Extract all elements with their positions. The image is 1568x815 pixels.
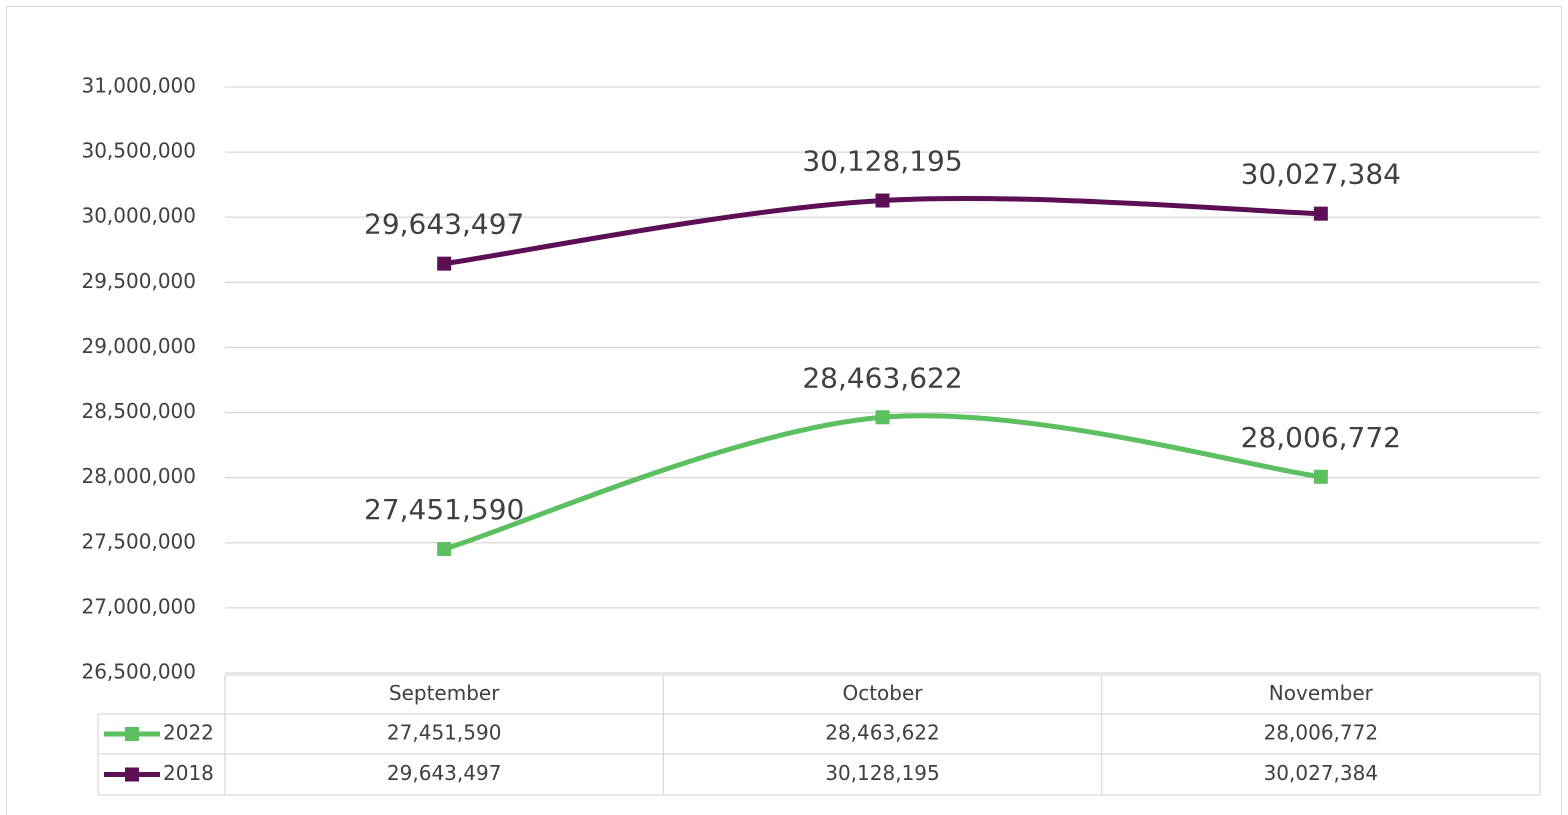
marker [875, 410, 890, 425]
marker [1313, 469, 1328, 484]
data-label: 30,027,384 [1241, 158, 1401, 191]
table-cell: 30,027,384 [1264, 761, 1379, 785]
legend-marker [125, 727, 139, 741]
y-tick-label: 31,000,000 [81, 74, 196, 98]
y-tick-label: 28,500,000 [81, 399, 196, 423]
marker [437, 542, 452, 557]
x-tick-label: October [842, 681, 923, 705]
data-label: 29,643,497 [364, 208, 524, 241]
legend-marker [125, 767, 139, 782]
y-tick-label: 27,500,000 [81, 529, 196, 553]
y-tick-label: 28,000,000 [81, 464, 196, 488]
y-tick-label: 30,500,000 [81, 139, 196, 163]
series-line [443, 413, 1322, 552]
marker [437, 256, 452, 271]
x-tick-label: September [389, 681, 500, 705]
table-cell: 28,006,772 [1264, 721, 1379, 745]
table-cell: 28,463,622 [825, 721, 940, 745]
data-label: 27,451,590 [364, 493, 524, 526]
table-cell: 29,643,497 [387, 761, 502, 785]
table-cell: 27,451,590 [387, 721, 502, 745]
y-tick-label: 29,500,000 [81, 269, 196, 293]
data-label: 30,128,195 [802, 145, 962, 178]
legend-label: 2018 [163, 761, 214, 785]
table-cell: 30,128,195 [825, 761, 940, 785]
y-tick-label: 30,000,000 [81, 204, 196, 228]
y-tick-label: 26,500,000 [81, 660, 196, 684]
data-label: 28,006,772 [1241, 421, 1401, 454]
legend-label: 2022 [163, 721, 214, 745]
marker [875, 193, 890, 208]
y-tick-label: 27,000,000 [81, 594, 196, 618]
series-line [443, 195, 1321, 267]
data-label: 28,463,622 [802, 361, 962, 394]
marker [1313, 206, 1328, 221]
chart-border [6, 6, 1562, 815]
y-tick-label: 29,000,000 [81, 334, 196, 358]
x-tick-label: November [1269, 681, 1374, 705]
